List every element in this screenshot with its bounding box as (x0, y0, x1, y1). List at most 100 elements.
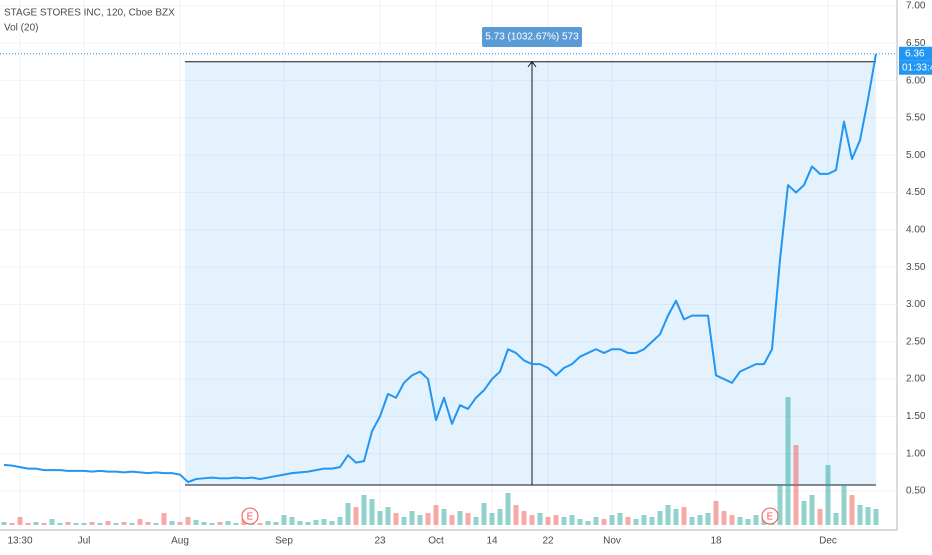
volume-bar (737, 517, 743, 525)
volume-bar (817, 509, 823, 525)
measure-arrow-head (527, 60, 537, 68)
volume-bar (561, 517, 567, 525)
volume-bar (49, 519, 55, 525)
y-tick-label: 4.50 (906, 187, 926, 198)
volume-bar (153, 523, 159, 525)
y-tick-label: 5.50 (906, 113, 926, 124)
x-tick-label: Sep (275, 536, 293, 547)
volume-bar (585, 521, 591, 525)
volume-bar (481, 503, 487, 525)
volume-bar (873, 509, 879, 525)
volume-bar (793, 445, 799, 525)
x-tick-label: Nov (603, 536, 621, 547)
volume-bar (65, 522, 71, 525)
volume-bar (297, 521, 303, 525)
y-tick-label: 7.00 (906, 1, 926, 12)
volume-bar (705, 513, 711, 525)
measure-label-box (482, 27, 582, 47)
volume-bar (89, 522, 95, 525)
volume-bar (537, 513, 543, 525)
volume-bar (601, 519, 607, 525)
volume-bar (673, 509, 679, 525)
volume-bar (505, 493, 511, 525)
volume-bar (825, 465, 831, 525)
volume-bar (97, 523, 103, 525)
volume-bar (617, 513, 623, 525)
x-tick-label: Jul (78, 536, 91, 547)
volume-bar (777, 485, 783, 525)
volume-bar (385, 507, 391, 525)
volume-bar (17, 517, 23, 525)
volume-bar (185, 517, 191, 525)
volume-bar (865, 507, 871, 525)
volume-bar (305, 522, 311, 525)
volume-bar (369, 499, 375, 525)
volume-bar (105, 521, 111, 525)
volume-bar (169, 521, 175, 525)
volume-bar (649, 517, 655, 525)
volume-bar (553, 515, 559, 525)
x-tick-label: Oct (428, 536, 444, 547)
y-tick-label: 1.00 (906, 448, 926, 459)
volume-bar (745, 519, 751, 525)
volume-bar (9, 523, 15, 525)
volume-bar (569, 515, 575, 525)
volume-bar (281, 515, 287, 525)
earnings-label: E (767, 512, 774, 523)
volume-bar (81, 523, 87, 525)
volume-bar (513, 505, 519, 525)
volume-bar (313, 520, 319, 525)
x-tick-label: 22 (542, 536, 554, 547)
chart-title: STAGE STORES INC, 120, Cboe BZX (4, 8, 175, 19)
volume-bar (729, 515, 735, 525)
volume-title: Vol (20) (4, 23, 38, 34)
y-tick-label: 5.00 (906, 150, 926, 161)
y-tick-label: 2.00 (906, 374, 926, 385)
price-line (3, 53, 877, 484)
volume-bar (529, 515, 535, 525)
volume-bar (665, 505, 671, 525)
volume-bar (633, 519, 639, 525)
volume-bar (833, 513, 839, 525)
volume-bar (193, 520, 199, 525)
measure-box (185, 61, 876, 486)
volume-bar (625, 517, 631, 525)
volume-bar (265, 521, 271, 525)
x-tick-label: 18 (710, 536, 722, 547)
volume-bar (161, 513, 167, 525)
volume-bar (345, 503, 351, 525)
volume-bar (177, 522, 183, 525)
volume-bar (321, 519, 327, 525)
volume-bar (257, 523, 263, 525)
last-price-label: 6.36 (905, 48, 925, 59)
y-tick-label: 6.50 (906, 38, 926, 49)
volume-bar (593, 517, 599, 525)
volume-bar (521, 511, 527, 525)
volume-bar (577, 519, 583, 525)
volume-bar (641, 515, 647, 525)
y-tick-label: 1.50 (906, 411, 926, 422)
volume-bar (841, 485, 847, 525)
x-tick-label: Aug (171, 536, 189, 547)
last-price-box (899, 46, 932, 61)
y-tick-label: 3.50 (906, 262, 926, 273)
volume-bar (201, 522, 207, 525)
volume-bar (457, 511, 463, 525)
y-tick-label: 6.00 (906, 75, 926, 86)
x-tick-label: Dec (819, 536, 837, 547)
volume-bar (441, 509, 447, 525)
volume-bar (801, 501, 807, 525)
volume-bar (697, 515, 703, 525)
volume-bar (465, 513, 471, 525)
volume-bar (681, 507, 687, 525)
volume-bar (41, 523, 47, 525)
volume-bar (209, 523, 215, 525)
volume-bar (217, 522, 223, 525)
volume-bar (449, 515, 455, 525)
volume-bar (337, 517, 343, 525)
volume-bar (473, 517, 479, 525)
measure-label: 5.73 (1032.67%) 573 (485, 32, 579, 43)
volume-bar (809, 495, 815, 525)
volume-bar (409, 511, 415, 525)
